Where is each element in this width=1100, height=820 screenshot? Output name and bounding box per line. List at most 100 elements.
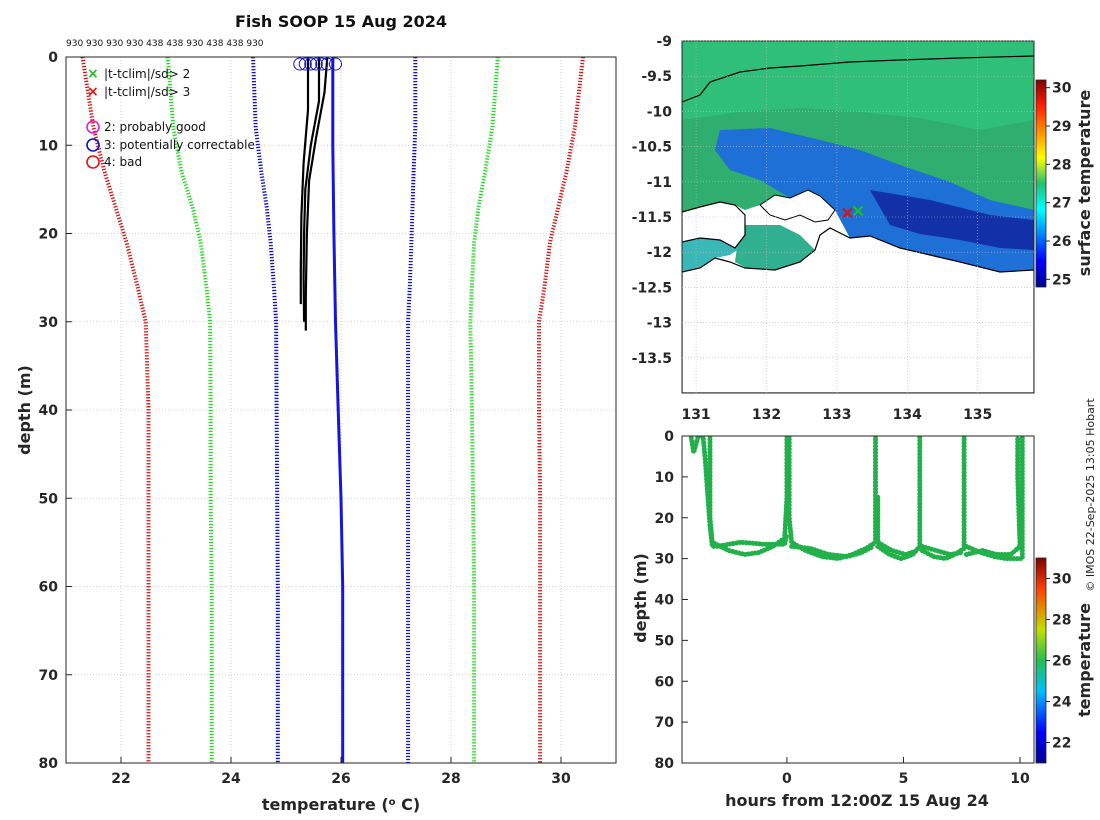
y-tick-label: 60 xyxy=(655,674,675,690)
colorbar-tick-label: 26 xyxy=(1052,654,1071,670)
land-peninsula xyxy=(759,189,836,223)
y-axis-label: depth (m) xyxy=(15,365,34,455)
qc-circle-marker xyxy=(298,57,312,71)
legend-marker-circle-magenta xyxy=(86,120,100,134)
sst-colorbar xyxy=(1035,79,1047,288)
profile-line-fish-profiles-3 xyxy=(304,57,329,331)
legend: × |t-tclim|/sd> 2 × |t-tclim|/sd> 3 2: p… xyxy=(86,66,255,169)
colorbar-tick-label: 27 xyxy=(1052,196,1071,212)
sst-colorbar-label: surface temperature xyxy=(1075,90,1094,277)
qc-circle-marker xyxy=(320,57,334,71)
profile-line-fish-profiles xyxy=(302,57,321,322)
y-tick-label: 80 xyxy=(39,756,59,772)
sst-map: 131 132 133 134 135 -9 -9.5 -10 -10.5 -11 -11.5 -12… xyxy=(632,34,1094,423)
lat-tick-label: -9.5 xyxy=(641,69,672,85)
colorbar-tick-label: 26 xyxy=(1052,234,1071,250)
lat-tick-label: -10.5 xyxy=(632,140,672,156)
legend-marker-x-green: × xyxy=(87,66,99,82)
y-tick-label: 70 xyxy=(39,668,59,684)
y-tick-label: 60 xyxy=(39,580,59,596)
lon-tick-label: 133 xyxy=(822,407,851,423)
warm-band xyxy=(682,41,1034,130)
axis-ticks: 22 24 26 28 30 0 10 20 30 40 50 60 70 80 xyxy=(39,50,571,787)
legend-marker-circle-blue xyxy=(86,138,100,152)
y-tick-label: 20 xyxy=(39,227,59,243)
y-tick-label: 10 xyxy=(39,138,59,154)
y-tick-label: 40 xyxy=(655,593,675,609)
profile-line-clim-2sd xyxy=(468,57,500,763)
colorbar-tick-label: 30 xyxy=(1052,81,1072,97)
dive-track xyxy=(707,436,790,558)
qc-circle-marker xyxy=(315,57,329,71)
platform-id-labels: 930 930 930 930 438 438 930 438 438 930 xyxy=(66,39,264,49)
y-tick-label: 0 xyxy=(48,50,58,66)
legend-entry: 4: bad xyxy=(104,155,142,169)
x-tick-label: 22 xyxy=(111,771,130,787)
y-tick-label: 50 xyxy=(39,491,59,507)
dive-chart: 0 5 10 0 10 20 30 40 50 60 70 80 hours from 12:00Z … xyxy=(631,429,1094,810)
x-tick-label: 24 xyxy=(221,771,241,787)
profile-series xyxy=(80,57,585,763)
y-axis-label: depth (m) xyxy=(631,553,650,643)
qc-circle-marker xyxy=(304,57,318,71)
dive-track xyxy=(963,436,1025,562)
dive-track xyxy=(789,543,876,560)
lat-tick-label: -9 xyxy=(656,34,672,50)
profile-line-clim-mean-1sd xyxy=(251,57,280,763)
profile-line-clim-2sd xyxy=(165,57,214,763)
qc-flag-markers xyxy=(293,57,342,71)
map-axis-ticks: 131 132 133 134 135 -9 -9.5 -10 -10.5 -11 -11.5 -12… xyxy=(632,34,1034,423)
profile-line-fish-profiles-2 xyxy=(299,57,310,305)
land-island xyxy=(682,201,746,249)
y-tick-label: 50 xyxy=(655,633,675,649)
colorbar-tick-label: 28 xyxy=(1052,157,1071,173)
y-tick-label: 30 xyxy=(39,315,59,331)
colorbar-tick-label: 30 xyxy=(1052,572,1072,588)
legend-entry: 3: potentially correctable xyxy=(104,138,255,152)
y-tick-label: 30 xyxy=(655,552,675,568)
coastline-north xyxy=(682,55,1034,103)
profile-line-clim-mean-1sd xyxy=(406,57,418,763)
legend-marker-x-red: × xyxy=(87,84,99,100)
legend-entry: 2: probably good xyxy=(104,120,206,134)
sst-heatmap xyxy=(682,41,1034,393)
temp-colorbar-ticks: 22 24 26 28 30 xyxy=(1046,572,1072,752)
lat-tick-label: -13.5 xyxy=(632,351,672,367)
lat-tick-label: -11.5 xyxy=(632,210,672,226)
qc-circle-marker xyxy=(309,57,323,71)
map-markers: ×× xyxy=(840,200,866,223)
legend-marker-circle-red xyxy=(86,155,100,169)
lon-tick-label: 131 xyxy=(681,407,710,423)
lat-tick-label: -10 xyxy=(647,104,673,120)
dive-track xyxy=(963,436,1023,557)
dive-track xyxy=(875,494,920,558)
x-tick-label: 0 xyxy=(782,771,792,787)
dive-track xyxy=(688,436,790,549)
plot-frame xyxy=(681,435,1035,764)
grid-lines xyxy=(66,56,616,764)
gulf-water xyxy=(735,225,815,270)
cold-core xyxy=(870,190,1034,250)
y-tick-label: 70 xyxy=(655,715,675,731)
temp-colorbar-label: temperature xyxy=(1075,603,1094,717)
x-axis-label: temperature (o C) xyxy=(262,795,420,814)
dive-axis-ticks: 0 5 10 0 10 20 30 40 50 60 70 80 xyxy=(655,429,1030,787)
y-tick-label: 10 xyxy=(655,470,675,486)
dive-track xyxy=(919,436,967,562)
x-tick-label: 30 xyxy=(551,771,571,787)
land-mainland xyxy=(682,227,1034,393)
qc-circle-marker xyxy=(293,57,307,71)
lat-tick-label: -11 xyxy=(647,175,672,191)
x-tick-label: 10 xyxy=(1010,771,1030,787)
y-tick-label: 20 xyxy=(655,511,675,527)
colorbar-tick-label: 25 xyxy=(1052,272,1071,288)
qc-circle-marker xyxy=(329,57,342,71)
x-axis-label: hours from 12:00Z 15 Aug 24 xyxy=(725,791,989,810)
profile-line-clim-3sd xyxy=(537,57,585,763)
dive-track xyxy=(875,436,923,562)
chart-title: Fish SOOP 15 Aug 2024 xyxy=(235,12,447,31)
lon-tick-label: 134 xyxy=(893,407,922,423)
colorbar-tick-label: 22 xyxy=(1052,736,1071,752)
colorbar-tick-label: 24 xyxy=(1052,695,1072,711)
